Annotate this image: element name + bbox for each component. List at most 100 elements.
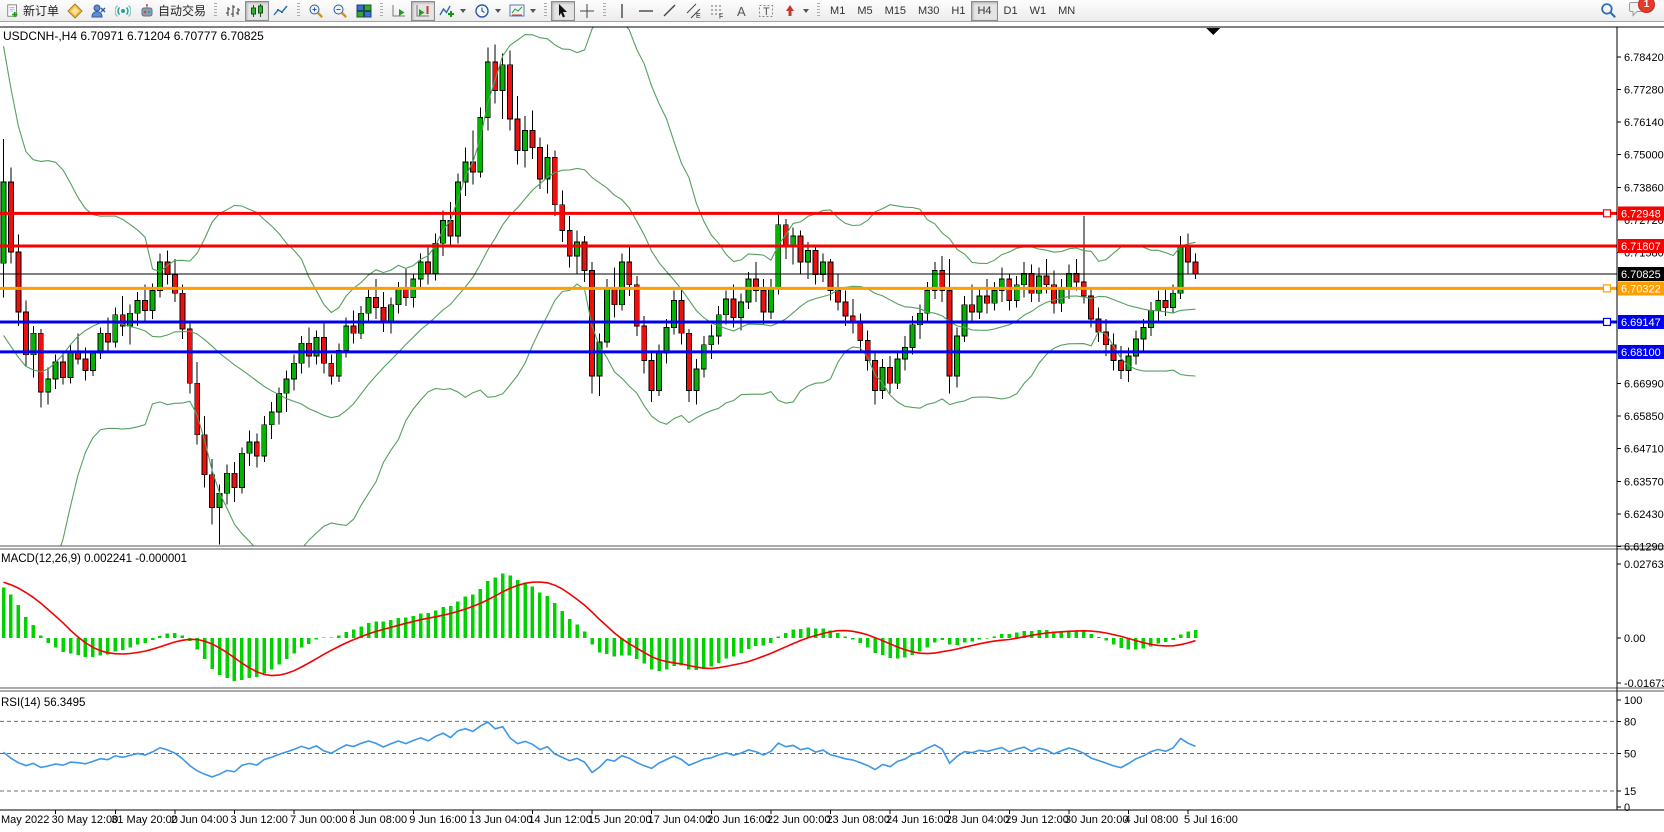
vertical-line-button[interactable] [610,1,634,21]
templates-button[interactable] [505,1,540,21]
search-icon [1601,3,1616,18]
metaeditor-icon [67,2,83,19]
text-label-icon: T [759,4,774,18]
chart-shift-icon [416,4,430,16]
timeframe-group: M1 M5 M15 M30 H1 H4 D1 W1 MN [824,0,1081,21]
text-button[interactable]: A [730,1,754,21]
trendline-button[interactable] [658,1,682,21]
macd-signal-line [3,581,1196,677]
horizontal-line-icon [639,9,654,12]
svg-text:May 2022: May 2022 [1,814,49,826]
tile-windows-icon [356,4,372,17]
autotrading-icon [141,3,153,16]
svg-text:80: 80 [1624,716,1636,728]
cursor-icon [559,3,568,17]
tf-button-m15[interactable]: M15 [879,1,912,21]
candlestick-button[interactable] [245,0,270,21]
svg-text:6.69147: 6.69147 [1621,317,1661,329]
market-icon [91,4,106,17]
text-label-button[interactable]: T [754,1,778,21]
tile-windows-button[interactable] [352,1,376,21]
svg-text:14 Jun 12:00: 14 Jun 12:00 [528,814,592,826]
trendline-icon [663,4,676,16]
autotrading-button[interactable]: 自动交易 [135,1,210,21]
chart-canvas[interactable]: 6.784206.772806.761406.750006.738606.727… [0,23,1664,832]
zoom-in-icon [309,4,324,18]
tf-button-mn[interactable]: MN [1052,1,1081,21]
tf-button-d1[interactable]: D1 [998,1,1024,21]
metaeditor-button[interactable] [63,1,87,21]
fibonacci-button[interactable]: F [706,1,730,21]
new-order-button[interactable]: 新订单 [2,1,63,21]
signals-button[interactable] [111,1,135,21]
svg-text:30 May 12:00: 30 May 12:00 [52,814,119,826]
crosshair-button[interactable] [575,1,599,21]
arrows-button[interactable] [778,1,813,21]
chart-shift-button[interactable] [411,0,436,21]
svg-text:20 Jun 16:00: 20 Jun 16:00 [707,814,771,826]
price-label-box [1618,238,1664,253]
cursor-button[interactable] [551,0,576,21]
new-order-icon [7,3,18,17]
market-button[interactable] [87,1,111,21]
toolbar-grip [214,3,218,18]
periods-clock-icon [475,3,489,18]
periods-button[interactable] [470,1,505,21]
tf-button-m30[interactable]: M30 [912,1,945,21]
horizontal-line-button[interactable] [634,1,658,21]
dropdown-caret-icon [460,8,467,13]
notification-badge: 1 [1638,0,1655,13]
svg-text:0.027633: 0.027633 [1624,559,1664,571]
toolbar-grip [544,3,548,18]
svg-text:6.75000: 6.75000 [1624,150,1664,162]
search-button[interactable] [1596,1,1621,21]
svg-text:9 Jun 16:00: 9 Jun 16:00 [409,814,467,826]
indicators-button[interactable] [435,1,470,21]
price-label-box [1618,344,1664,359]
templates-icon [509,4,525,16]
toolbar-grip [817,3,821,18]
price-label-box [1618,206,1664,221]
svg-text:6.71807: 6.71807 [1621,241,1661,253]
svg-text:6.65850: 6.65850 [1624,411,1664,423]
svg-text:6.62430: 6.62430 [1624,509,1664,521]
zoom-out-button[interactable] [328,1,352,21]
svg-text:7 Jun 00:00: 7 Jun 00:00 [290,814,348,826]
autoscroll-icon [392,4,406,16]
svg-text:4 Jul 08:00: 4 Jul 08:00 [1124,814,1178,826]
new-order-label: 新订单 [23,4,60,18]
zoom-out-icon [333,4,348,18]
chat-button[interactable]: 1 [1629,0,1655,22]
svg-text:13 Jun 04:00: 13 Jun 04:00 [469,814,533,826]
line-handle[interactable] [1602,209,1612,218]
svg-text:28 Jun 04:00: 28 Jun 04:00 [946,814,1010,826]
equidistant-channel-button[interactable]: E [682,1,706,21]
line-handle[interactable] [1602,284,1612,293]
svg-text:3 Jun 12:00: 3 Jun 12:00 [230,814,288,826]
bar-chart-button[interactable] [221,1,245,21]
chart-window: 6.78420 6.77280 6.76140 6.75000 6.73860 6.727… [0,23,1664,832]
fibonacci-icon: F [711,5,723,19]
dropdown-caret-icon [495,8,502,13]
tf-button-h1[interactable]: H1 [945,1,971,21]
svg-text:6.70322: 6.70322 [1621,283,1661,295]
toolbar-grip [603,3,607,18]
tf-button-h4[interactable]: H4 [971,0,998,21]
svg-text:5 Jul 16:00: 5 Jul 16:00 [1184,814,1238,826]
bollinger-bands [2,27,1196,546]
svg-text:E: E [696,13,701,19]
svg-text:31 May 20:00: 31 May 20:00 [111,814,178,826]
svg-text:6.68100: 6.68100 [1621,347,1661,359]
autoscroll-button[interactable] [387,1,411,21]
svg-text:T: T [763,6,770,18]
svg-text:6.76140: 6.76140 [1624,117,1664,129]
svg-text:A: A [737,4,746,19]
line-chart-button[interactable] [269,1,293,21]
tf-button-m1[interactable]: M1 [824,1,851,21]
line-handle[interactable] [1602,317,1612,327]
chart-shift-marker[interactable] [1206,28,1220,35]
tf-button-w1[interactable]: W1 [1024,1,1053,21]
zoom-in-button[interactable] [304,1,328,21]
svg-text:6.70825: 6.70825 [1621,269,1661,281]
tf-button-m5[interactable]: M5 [851,1,878,21]
